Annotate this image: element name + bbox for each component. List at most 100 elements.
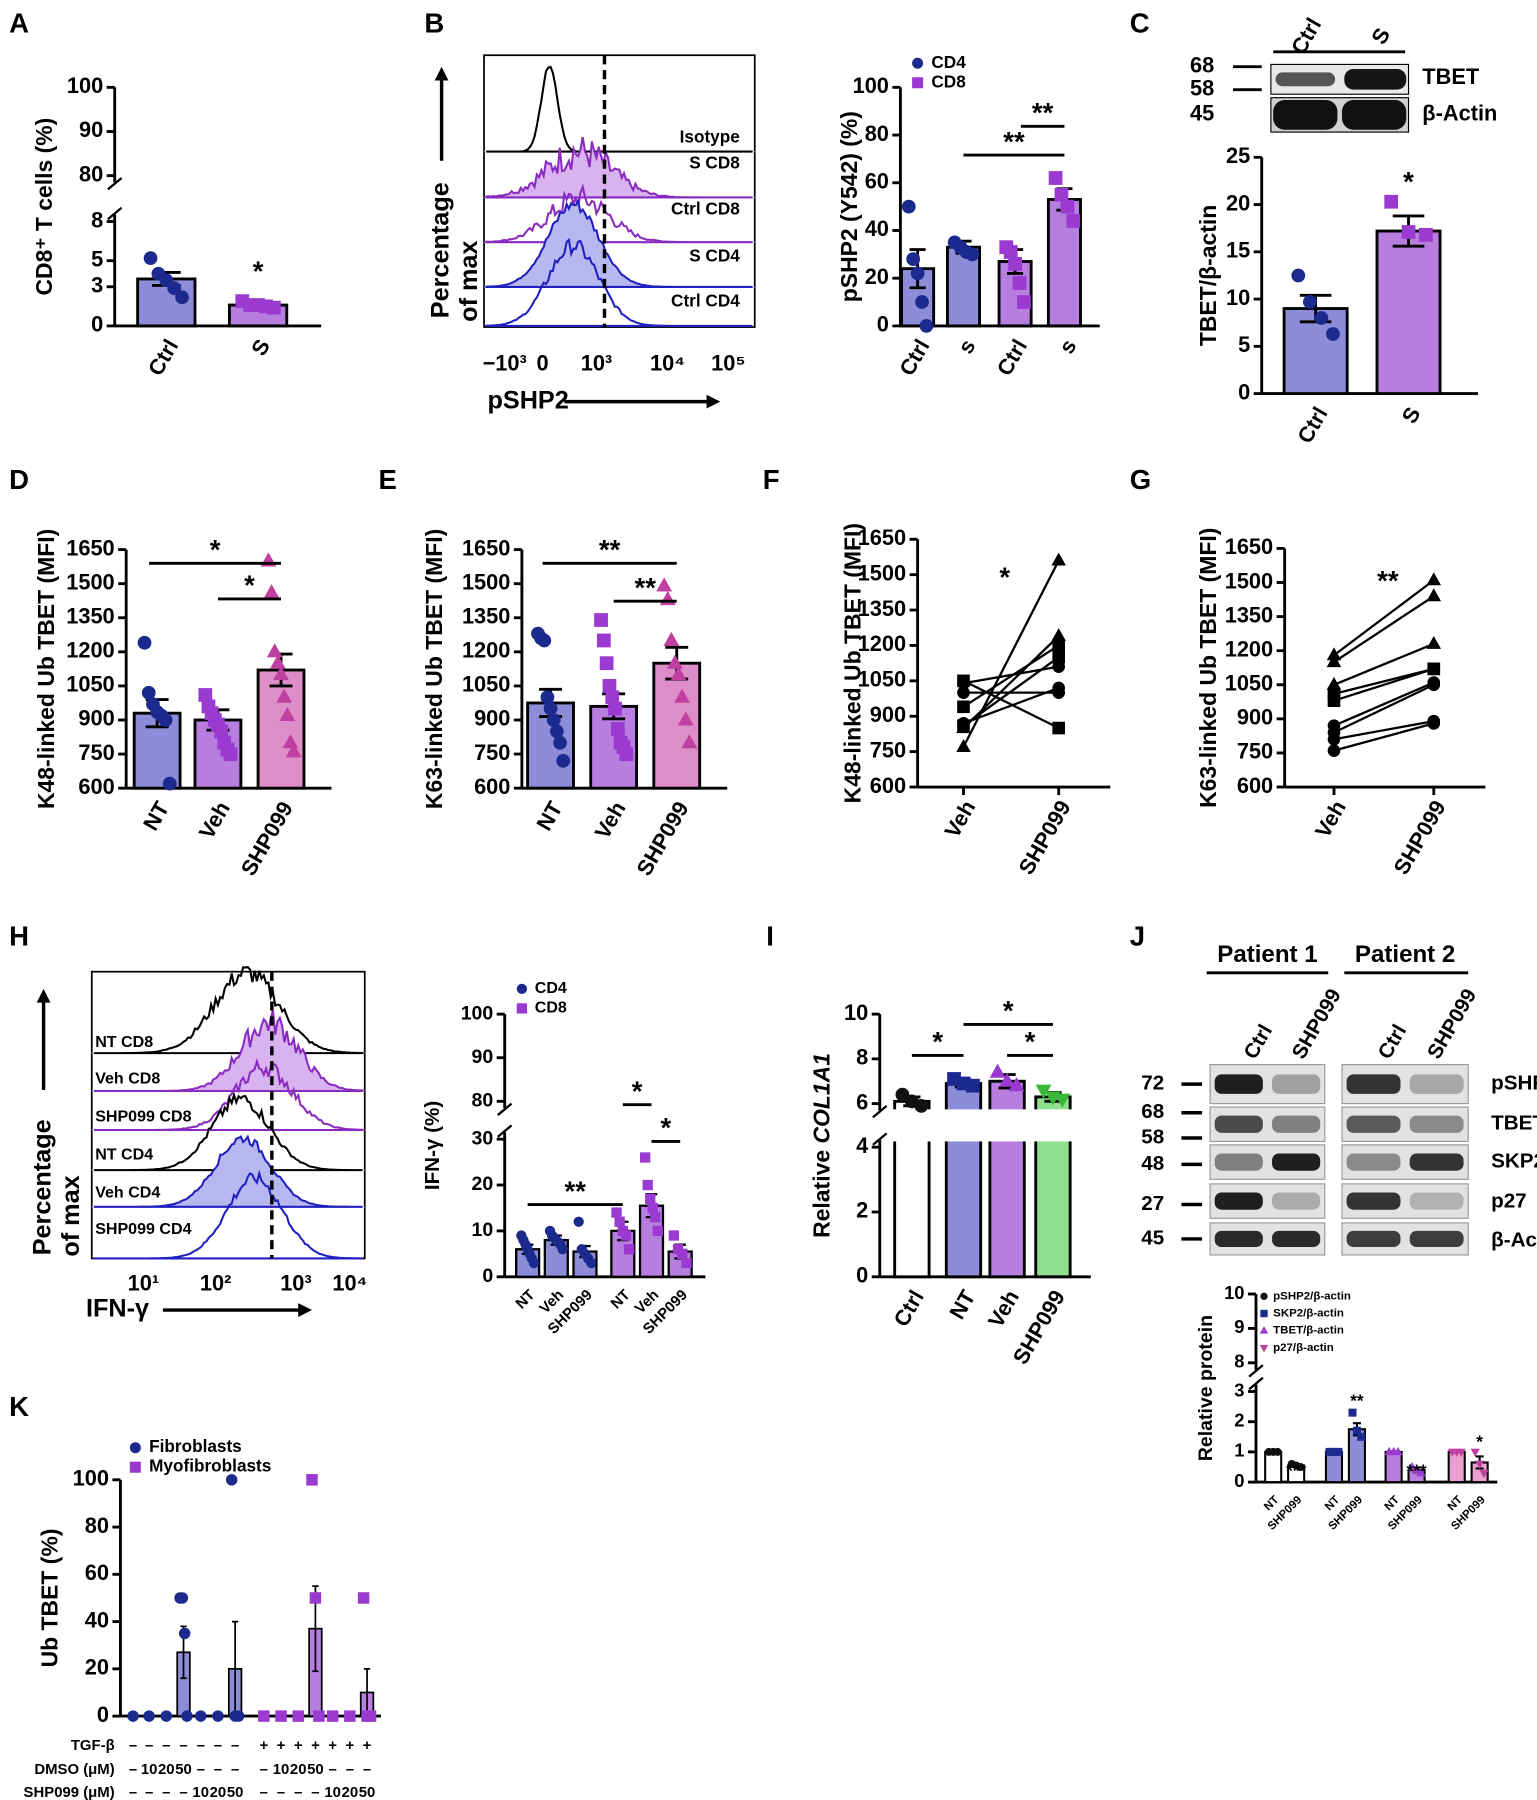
data-point	[223, 747, 238, 761]
data-point	[1357, 1432, 1366, 1441]
condition-label: TGF-β	[71, 1738, 115, 1754]
data-point	[1052, 639, 1066, 652]
legend-label: CD4	[535, 979, 567, 997]
y-tick-label: 3	[1234, 1379, 1244, 1400]
blot-band	[1272, 1230, 1321, 1247]
condition-cell: +	[345, 1738, 354, 1754]
flow-histogram	[94, 1058, 364, 1132]
blot-band	[1214, 1192, 1263, 1210]
y-axis-label: Percentage	[426, 182, 454, 318]
data-point	[966, 1078, 980, 1093]
axis-break	[1248, 1364, 1264, 1378]
data-point	[1048, 171, 1063, 185]
data-point	[1426, 572, 1442, 586]
data-point	[178, 1627, 191, 1640]
mw-label: 45	[1141, 1226, 1164, 1249]
y-tick-label: 40	[865, 216, 889, 241]
mw-label: 48	[1141, 1152, 1164, 1175]
protein-label: pSHP2	[1491, 1072, 1537, 1095]
data-point	[957, 674, 970, 688]
y-tick-label: 0	[482, 1265, 493, 1287]
panel-label: G	[1130, 464, 1151, 495]
axis-break	[872, 1132, 888, 1146]
data-point	[656, 577, 673, 592]
condition-cell: –	[197, 1762, 205, 1778]
y-tick-label: 900	[870, 702, 906, 727]
mw-label: 68	[1190, 52, 1214, 77]
blot-band	[1409, 1230, 1464, 1247]
x-tick-label: Veh	[983, 1286, 1024, 1332]
condition-cell: –	[214, 1738, 222, 1754]
x-tick-label: Ctrl	[1292, 403, 1332, 448]
pair-line	[962, 644, 1060, 708]
blot-band	[1275, 72, 1336, 87]
data-point	[906, 252, 921, 266]
condition-cell: –	[363, 1762, 371, 1778]
arrow-head	[36, 988, 51, 1003]
mw-label: 58	[1141, 1125, 1164, 1148]
flow-histogram	[94, 965, 364, 1055]
y-tick-label: 9	[1234, 1316, 1244, 1337]
panel-label: F	[763, 464, 780, 495]
data-point	[605, 690, 620, 705]
data-point	[1416, 1468, 1426, 1477]
flow-row-label: Veh CD4	[95, 1183, 160, 1201]
axis-break	[872, 1105, 888, 1119]
y-tick-label: 1350	[66, 604, 114, 629]
bar	[1264, 1450, 1283, 1484]
data-point	[677, 711, 694, 726]
flow-histogram	[94, 1169, 363, 1260]
pair-line	[1333, 667, 1435, 702]
y-tick-label: 20	[1226, 190, 1250, 215]
condition-cell: +	[259, 1738, 268, 1754]
data-point	[1327, 694, 1341, 707]
data-point	[528, 1257, 540, 1269]
condition-cell: –	[179, 1785, 187, 1800]
pair-line	[1333, 681, 1435, 727]
legend-marker	[516, 983, 528, 995]
pair-line	[963, 686, 1060, 725]
x-axis-label: pSHP2	[487, 386, 568, 414]
y-tick-label: 1650	[858, 525, 906, 550]
blot-band	[1272, 1074, 1321, 1094]
data-point	[999, 1072, 1015, 1087]
condition-cell: +	[363, 1738, 372, 1754]
blot-band	[1409, 1153, 1464, 1171]
pair-line	[1333, 595, 1435, 664]
x-tick-label: NT	[608, 1287, 633, 1312]
x-tick-label: Veh	[590, 797, 631, 843]
condition-cell: 50	[359, 1785, 376, 1800]
significance-label: *	[1403, 166, 1414, 197]
blot-band	[1346, 1230, 1401, 1247]
data-point	[1302, 295, 1317, 309]
panel-label: I	[766, 921, 774, 952]
data-point	[1327, 732, 1341, 746]
y-tick-label: 0	[97, 1702, 109, 1727]
data-point	[175, 290, 189, 305]
panel-label: H	[9, 921, 29, 952]
y-tick-label: 60	[85, 1560, 109, 1585]
y-axis-label: K63-linked Ub TBET (MFI)	[421, 529, 447, 809]
data-point	[1426, 635, 1442, 649]
legend-label: p27/β-actin	[1273, 1342, 1334, 1354]
y-axis-label: Ub TBET (%)	[37, 1529, 63, 1668]
data-point	[645, 1193, 656, 1204]
y-axis-label: K48-linked Ub TBET (MFI)	[840, 523, 866, 803]
data-point	[285, 743, 302, 758]
blot-band	[1409, 1192, 1464, 1210]
y-tick-label: 1650	[462, 535, 510, 560]
y-tick-label: 10	[472, 1219, 494, 1241]
pair-line	[1333, 722, 1435, 752]
data-point	[1051, 552, 1066, 566]
x-tick-label: S	[246, 335, 275, 360]
data-point	[1052, 650, 1066, 664]
data-point	[957, 700, 970, 714]
panel-label: C	[1130, 8, 1150, 39]
data-point	[141, 685, 156, 700]
axis-break-gap	[943, 1109, 984, 1142]
data-point	[957, 717, 970, 730]
y-axis-label: TBET/β-actin	[1195, 205, 1221, 346]
bar	[256, 668, 306, 790]
patient-label: Patient 1	[1217, 941, 1317, 968]
data-point	[1419, 227, 1433, 242]
